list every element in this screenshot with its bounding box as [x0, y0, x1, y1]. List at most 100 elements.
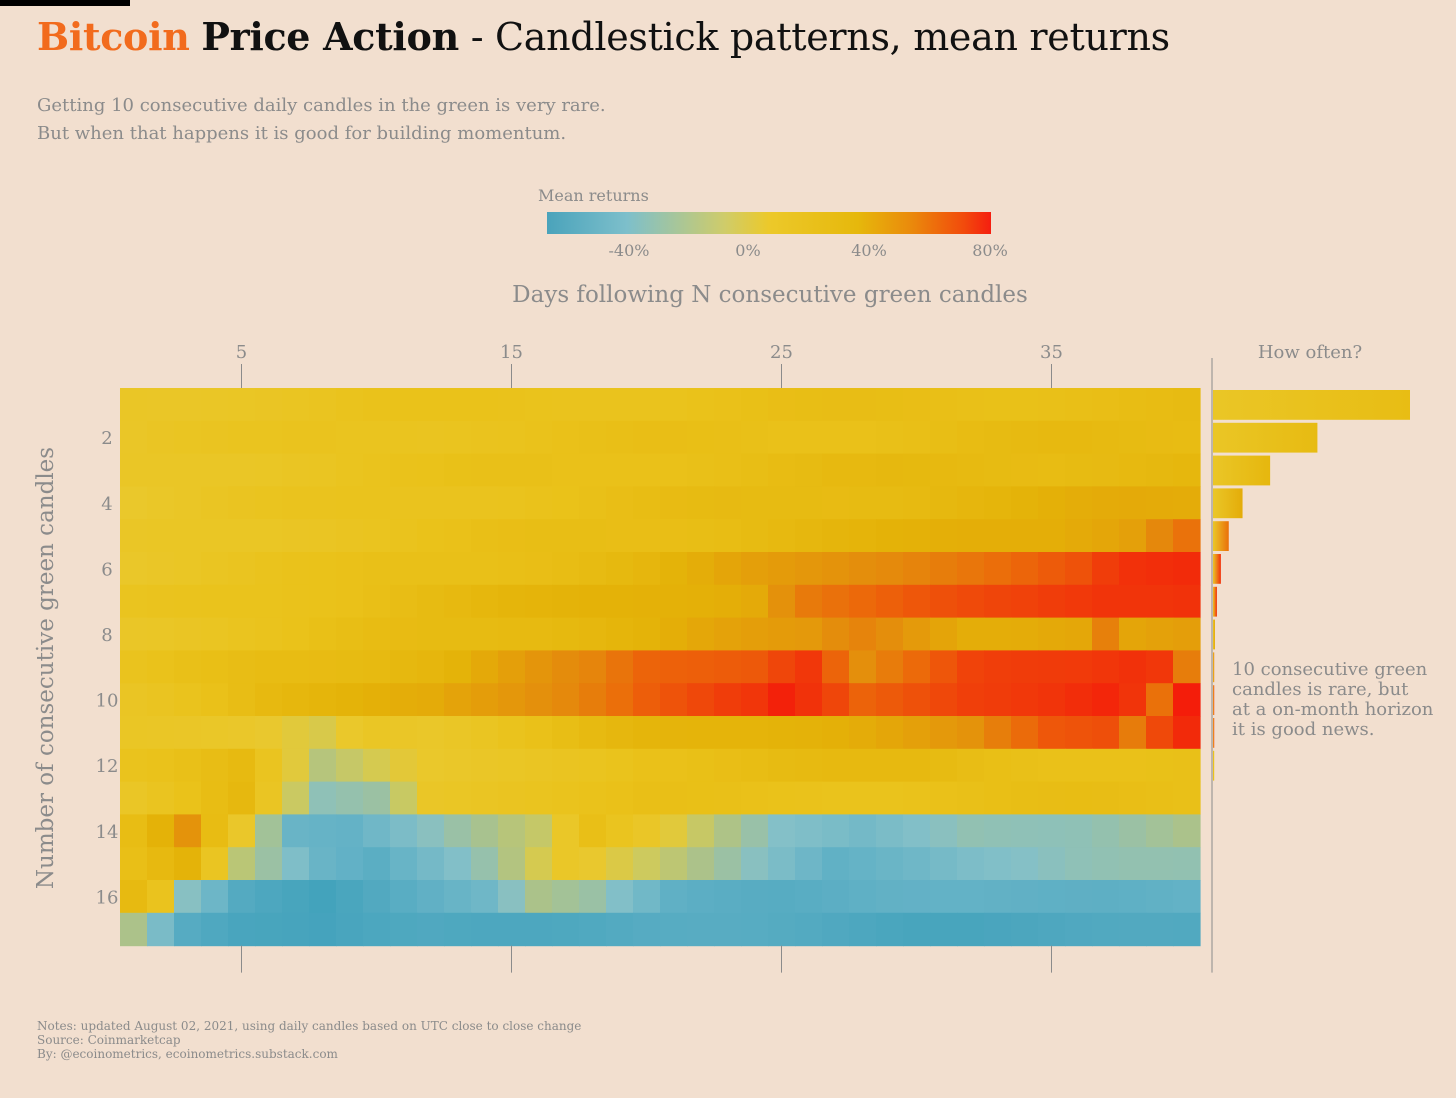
heatmap-cell: [309, 552, 337, 586]
heatmap-cell: [147, 650, 175, 684]
heatmap-cell: [714, 486, 742, 520]
heatmap-cell: [930, 519, 958, 553]
heatmap-cell: [282, 683, 310, 717]
heatmap-cell: [498, 388, 526, 422]
heatmap-cell: [903, 716, 931, 750]
heatmap-cell: [390, 748, 418, 783]
heatmap-cell: [174, 683, 202, 717]
heatmap-cell: [390, 847, 418, 881]
heatmap-cell: [174, 847, 202, 881]
heatmap-cell: [660, 912, 688, 947]
heatmap-cell: [201, 584, 229, 619]
y-tick-label: 16: [96, 887, 119, 908]
heatmap-cell: [120, 519, 148, 553]
heatmap-cell: [687, 584, 715, 619]
heatmap-cell: [336, 519, 364, 553]
heatmap-cell: [1065, 552, 1093, 586]
heatmap-cell: [1011, 716, 1039, 750]
heatmap-cell: [822, 552, 850, 586]
heatmap-cell: [1065, 453, 1093, 487]
heatmap-cell: [255, 650, 283, 684]
heatmap-cell: [795, 912, 823, 947]
heatmap-cell: [741, 420, 769, 455]
heatmap-cell: [1038, 388, 1066, 422]
x-axis: 5 15 25 35: [236, 342, 1063, 973]
heatmap-cell: [1146, 716, 1174, 750]
heatmap-cell: [660, 453, 688, 487]
heatmap-cell: [903, 912, 931, 947]
heatmap-cell: [471, 453, 499, 487]
heatmap-cell: [1092, 388, 1120, 422]
heatmap-cell: [957, 912, 985, 947]
heatmap-cell: [498, 584, 526, 619]
heatmap-cell: [714, 584, 742, 619]
heatmap-cell: [201, 716, 229, 750]
heatmap-cell: [1173, 617, 1201, 651]
heatmap-cell: [795, 650, 823, 684]
heatmap-cell: [363, 420, 391, 455]
subtitle-line-2: But when that happens it is good for bui…: [37, 123, 567, 144]
heatmap-cell: [768, 814, 796, 848]
heatmap-cell: [1173, 847, 1201, 881]
heatmap-cell: [984, 683, 1012, 717]
heatmap-cell: [957, 814, 985, 848]
heatmap-cell: [1038, 453, 1066, 487]
heatmap-cell: [147, 781, 175, 815]
heatmap-cell: [417, 617, 445, 651]
heatmap-cell: [1173, 552, 1201, 586]
heatmap-cell: [1065, 617, 1093, 651]
heatmap-cell: [714, 453, 742, 487]
heatmap-cell: [201, 420, 229, 455]
x-axis-title: Days following N consecutive green candl…: [512, 282, 1028, 308]
heatmap-cell: [606, 552, 634, 586]
heatmap-cell: [930, 716, 958, 750]
heatmap-cell: [417, 552, 445, 586]
heatmap-cell: [660, 486, 688, 520]
heatmap-cell: [336, 420, 364, 455]
heatmap-cell: [255, 880, 283, 914]
heatmap-cell: [633, 716, 661, 750]
heatmap-cell: [471, 716, 499, 750]
heatmap-cell: [336, 716, 364, 750]
legend-tick-40: 40%: [851, 241, 887, 260]
heatmap-cell: [822, 814, 850, 848]
heatmap-cell: [1065, 781, 1093, 815]
heatmap-cell: [363, 847, 391, 881]
heatmap-cell: [1119, 420, 1147, 455]
heatmap-cell: [552, 519, 580, 553]
heatmap-cell: [174, 617, 202, 651]
heatmap-cell: [363, 650, 391, 684]
heatmap-cell: [714, 617, 742, 651]
heatmap-cell: [579, 781, 607, 815]
heatmap-cell: [255, 683, 283, 717]
heatmap-cell: [984, 519, 1012, 553]
heatmap-cell: [768, 617, 796, 651]
heatmap-cell: [120, 486, 148, 520]
heatmap-cell: [903, 420, 931, 455]
heatmap-cell: [903, 781, 931, 815]
heatmap-cell: [444, 847, 472, 881]
heatmap-cell: [174, 453, 202, 487]
heatmap-cell: [876, 453, 904, 487]
heatmap-cell: [714, 519, 742, 553]
heatmap-cell: [363, 683, 391, 717]
heatmap-cell: [984, 486, 1012, 520]
heatmap-cell: [876, 683, 904, 717]
heatmap-cell: [552, 420, 580, 455]
heatmap-cell: [201, 519, 229, 553]
heatmap-cell: [768, 847, 796, 881]
heatmap-cell: [1092, 748, 1120, 783]
heatmap-cell: [903, 552, 931, 586]
heatmap-cell: [903, 453, 931, 487]
annotation-line-3: at a on-month horizon: [1232, 699, 1434, 720]
heatmap-cell: [525, 519, 553, 553]
heatmap-cell: [606, 650, 634, 684]
frequency-bar: [1213, 521, 1229, 551]
heatmap-cell: [633, 388, 661, 422]
heatmap-cell: [282, 420, 310, 455]
heatmap-cell: [363, 781, 391, 815]
heatmap-cell: [201, 453, 229, 487]
heatmap-cell: [795, 388, 823, 422]
heatmap-cell: [795, 847, 823, 881]
heatmap-cell: [822, 716, 850, 750]
